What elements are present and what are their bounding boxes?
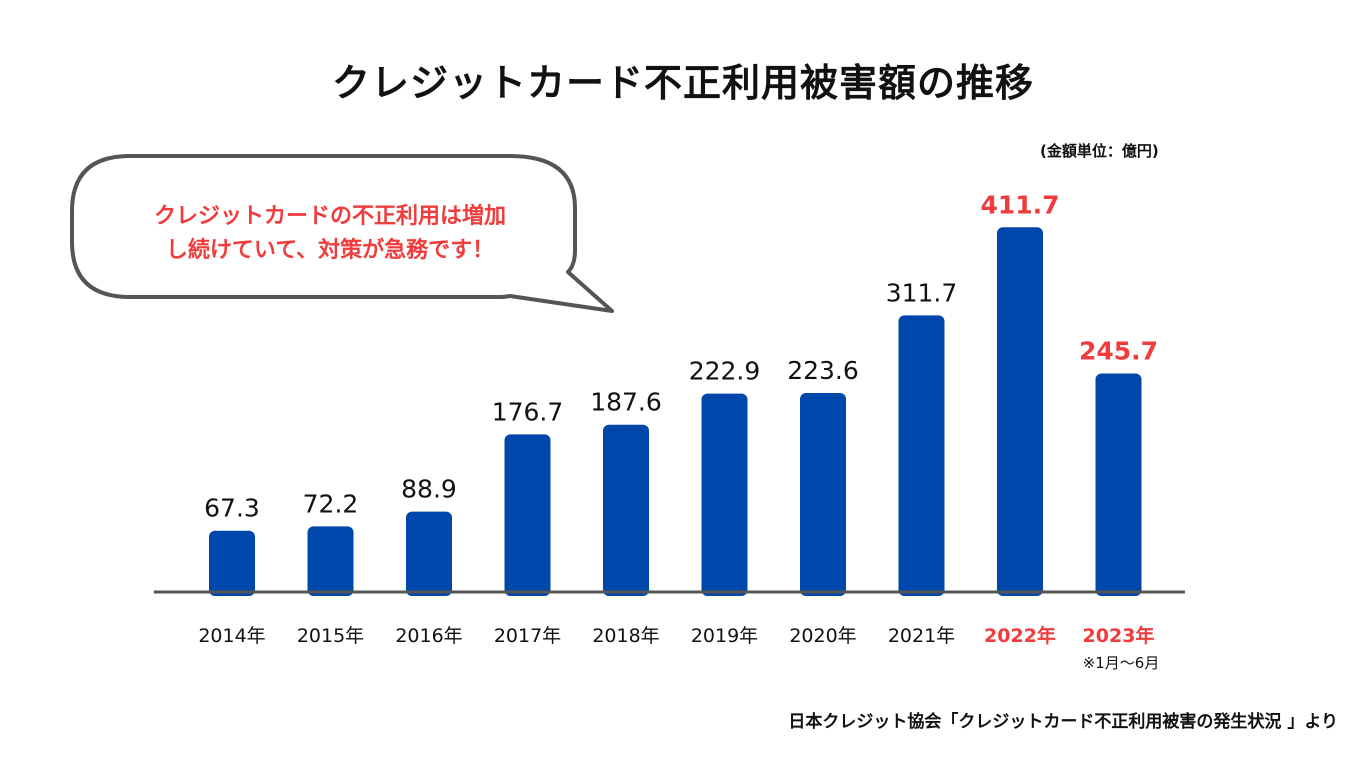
speech-bubble-line-2: し続けていて、対策が急務です！ xyxy=(165,238,495,263)
bar-1 xyxy=(307,526,354,596)
x-tick-label-4: 2018年 xyxy=(592,625,659,647)
x-tick-label-3: 2017年 xyxy=(494,625,561,647)
bars-group xyxy=(209,227,1142,596)
bar-4 xyxy=(603,424,649,596)
value-label-2: 88.9 xyxy=(401,475,457,504)
value-label-4: 187.6 xyxy=(590,388,662,417)
x-tick-label-9: 2023年 xyxy=(1083,624,1155,647)
x-tick-label-8: 2022年 xyxy=(984,624,1056,647)
bar-0 xyxy=(209,530,255,596)
x-tick-label-7: 2021年 xyxy=(888,625,955,647)
value-label-1: 72.2 xyxy=(303,489,359,518)
x-tick-label-1: 2015年 xyxy=(297,625,364,647)
value-label-5: 222.9 xyxy=(689,357,761,386)
x-tick-label-2: 2016年 xyxy=(395,625,462,647)
speech-bubble-line-1: クレジットカードの不正利用は増加 xyxy=(153,204,506,229)
bar-2 xyxy=(406,511,452,596)
source-credit: 日本クレジット協会「クレジットカード不正利用被害の発生状況 」より xyxy=(788,712,1338,732)
bar-9 xyxy=(1095,373,1142,596)
bar-6 xyxy=(800,393,846,596)
value-label-0: 67.3 xyxy=(204,494,260,523)
value-labels-group: 67.3 72.2 88.9 176.7 187.6 222.9 223.6 311.7 411… xyxy=(204,190,1158,522)
value-label-3: 176.7 xyxy=(492,397,564,426)
x-tick-label-6: 2020年 xyxy=(789,625,856,647)
speech-bubble-outline xyxy=(70,154,614,313)
value-label-9: 245.7 xyxy=(1079,337,1158,366)
x-tick-labels-group: 2014年 2015年 2016年 2017年 2018年 2019年 2020年 2021年… xyxy=(198,624,1154,647)
bar-5 xyxy=(701,393,748,596)
bar-8 xyxy=(997,227,1043,596)
unit-label: (金額単位：億円) xyxy=(1040,142,1159,160)
speech-bubble-text: クレジットカードの不正利用は増加 し続けていて、対策が急務です！ xyxy=(95,200,565,268)
bar-7 xyxy=(898,315,945,596)
value-label-6: 223.6 xyxy=(787,356,859,385)
bar-3 xyxy=(504,434,551,596)
x-tick-label-0: 2014年 xyxy=(198,625,265,647)
note-2023: ※1月〜6月 xyxy=(1082,654,1160,672)
value-label-7: 311.7 xyxy=(886,278,958,307)
value-label-8: 411.7 xyxy=(980,190,1059,219)
x-tick-label-5: 2019年 xyxy=(691,625,758,647)
chart-title: クレジットカード不正利用被害額の推移 xyxy=(331,61,1034,105)
